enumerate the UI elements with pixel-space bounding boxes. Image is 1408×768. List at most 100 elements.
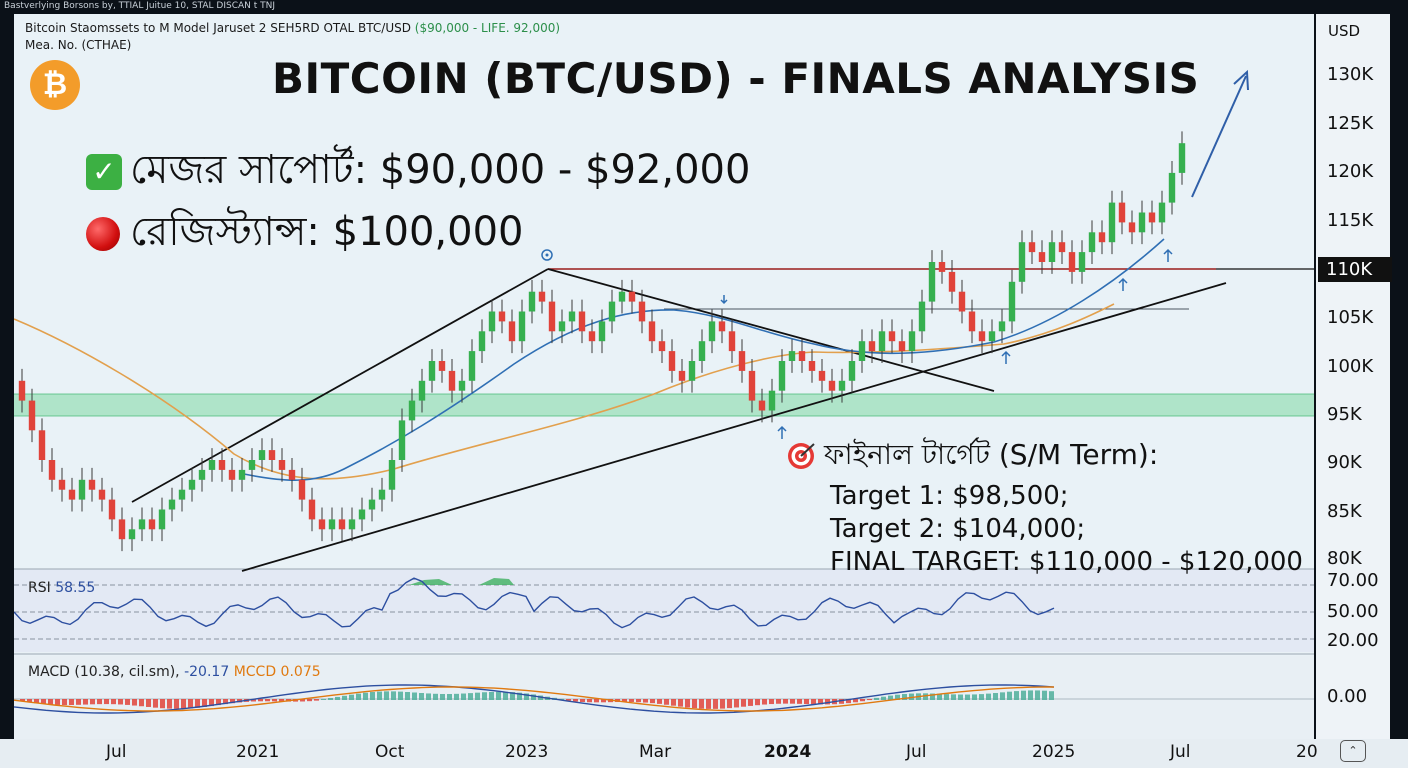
macd-bar	[762, 699, 767, 705]
candle-up	[368, 499, 376, 510]
price-label: 100K	[1327, 356, 1374, 377]
macd-bar	[776, 699, 781, 704]
x-tick: Jul	[106, 742, 127, 762]
main-chart[interactable]	[13, 14, 1314, 739]
macd-bar	[853, 699, 858, 703]
candle-up	[128, 529, 136, 540]
candle-up	[398, 420, 406, 460]
price-label: 120K	[1327, 161, 1374, 182]
macd-bar	[69, 699, 74, 706]
macd-bar	[1007, 691, 1012, 700]
candle-up	[708, 321, 716, 342]
macd-bar	[986, 693, 991, 700]
macd-bar	[860, 699, 865, 702]
candle-down	[748, 370, 756, 401]
macd-bar	[76, 699, 81, 705]
macd-bar	[447, 693, 452, 700]
macd-bar	[1042, 690, 1047, 700]
targets-heading: ফাইনাল টার্গেট (S/M Term):	[824, 438, 1159, 471]
candle-down	[298, 479, 306, 500]
candle-up	[388, 460, 396, 490]
candle-up	[768, 390, 776, 411]
candle-up	[478, 331, 486, 352]
candle-up	[1168, 172, 1176, 203]
macd-bar	[972, 694, 977, 700]
macd-bar	[489, 691, 494, 700]
support-annotation: ✓ মেজর সাপোর্ট: $90,000 - $92,000	[86, 138, 750, 205]
macd-bar	[111, 699, 116, 705]
macd-bar	[356, 693, 361, 700]
macd-bar	[748, 699, 753, 706]
candle-up	[788, 351, 796, 361]
candle-down	[218, 460, 226, 470]
candle-up	[428, 361, 436, 381]
top-info-bar: Bastverlying Borsons by, TTIAL Juitue 10…	[0, 0, 1408, 12]
x-tick: 2025	[1032, 742, 1076, 762]
candle-down	[1128, 222, 1136, 233]
candle-down	[268, 450, 276, 460]
header-range: ($90,000 - LIFE. 92,000)	[414, 21, 561, 35]
macd-bar	[335, 696, 340, 700]
macd-bar	[692, 699, 697, 709]
macd-bar	[461, 693, 466, 700]
macd-bar	[664, 699, 669, 705]
macd-bar	[881, 696, 886, 700]
candle-down	[758, 400, 766, 411]
macd-bar	[783, 699, 788, 704]
macd-bar	[895, 694, 900, 700]
price-axis[interactable]	[1316, 14, 1390, 739]
checkmark-icon: ✓	[86, 154, 122, 190]
macd-bar	[307, 699, 312, 702]
candle-down	[18, 380, 26, 401]
macd-bar	[132, 699, 137, 706]
macd-bar	[146, 699, 151, 707]
rsi-label: RSI 58.55	[28, 580, 95, 596]
time-axis[interactable]	[0, 739, 1408, 768]
macd-bar	[496, 691, 501, 700]
macd-bar	[888, 695, 893, 700]
candle-down	[1028, 242, 1036, 253]
macd-bar	[363, 692, 368, 700]
x-tick: Jul	[1170, 742, 1191, 762]
long-uptrend-line	[241, 282, 1227, 572]
macd-bar	[622, 699, 627, 702]
rsi-panel	[14, 569, 1314, 652]
candle-down	[508, 321, 516, 342]
macd-bar	[580, 699, 585, 702]
currency-label: USD	[1328, 22, 1361, 40]
candle-up	[608, 301, 616, 322]
candle-down	[448, 370, 456, 391]
macd-bar	[265, 699, 270, 702]
macd-bar	[209, 699, 214, 707]
macd-bar	[370, 692, 375, 700]
macd-bar	[909, 693, 914, 700]
macd-bar	[818, 699, 823, 705]
macd-bar	[790, 699, 795, 704]
candle-down	[118, 519, 126, 540]
x-tick: 20	[1296, 742, 1318, 762]
candle-down	[1058, 242, 1066, 253]
macd-bar	[755, 699, 760, 706]
targets-box: ফাইনাল টার্গেট (S/M Term): Target 1: $98…	[788, 433, 1303, 579]
macd-bar	[706, 699, 711, 709]
candle-up	[598, 321, 606, 342]
chart-header: Bitcoin Staomssets to M Model Jaruset 2 …	[25, 21, 560, 35]
candle-down	[648, 321, 656, 342]
candle-up	[528, 291, 536, 312]
candle-up	[458, 380, 466, 391]
x-tick: Jul	[906, 742, 927, 762]
candle-up	[918, 301, 926, 332]
red-circle-icon	[86, 217, 120, 251]
x-tick: Oct	[375, 742, 405, 762]
macd-bar	[958, 694, 963, 700]
macd-bar	[174, 699, 179, 709]
macd-bar	[300, 699, 305, 702]
macd-bar	[195, 699, 200, 708]
macd-bar	[965, 694, 970, 700]
rsi-value: 58.55	[55, 580, 96, 596]
macd-bar	[657, 699, 662, 704]
macd-bar	[594, 699, 599, 703]
chevron-icon[interactable]: ⌃	[1340, 740, 1366, 762]
macd-bar	[27, 699, 32, 703]
macd-bar	[727, 699, 732, 709]
